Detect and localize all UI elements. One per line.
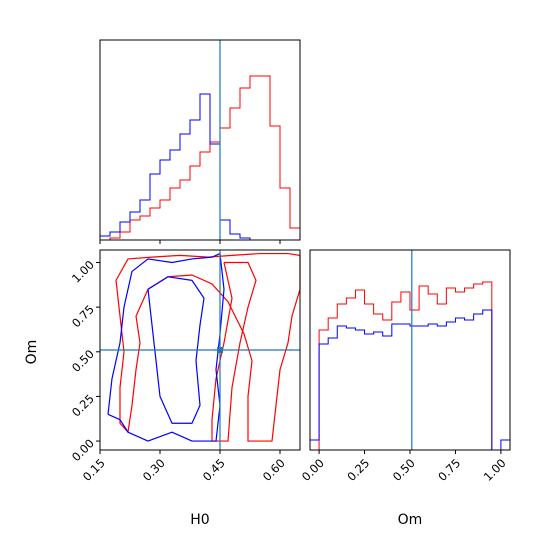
hist-om-xtick-label-1: 0.25 bbox=[344, 456, 372, 484]
x-axis-label-om: Om bbox=[398, 512, 423, 528]
contour-xtick-label-2: 0.45 bbox=[200, 456, 228, 484]
contour-xtick-label-0: 0.15 bbox=[80, 456, 108, 484]
contour-truth-marker bbox=[217, 347, 223, 353]
hist-om-series-1-step bbox=[309, 309, 511, 451]
contour-ytick-label-1: 0.25 bbox=[69, 391, 97, 419]
hist-h0-series-0-step bbox=[100, 75, 301, 241]
contour-xtick-label-1: 0.30 bbox=[140, 456, 168, 484]
y-axis-label-om: Om bbox=[24, 340, 40, 365]
hist-om-panel: 0.00 0.25 0.50 0.75 1.00 bbox=[299, 249, 511, 484]
contour-line-2 bbox=[107, 252, 225, 442]
contour-ytick-label-4: 1.00 bbox=[69, 258, 97, 286]
contour-ytick-label-3: 0.75 bbox=[69, 302, 97, 330]
contour-panel: 0.15 0.30 0.45 0.600.000.250.500.751.00 bbox=[69, 249, 301, 484]
hist-om-series-0-step bbox=[310, 281, 510, 451]
contour-xtick-label-3: 0.60 bbox=[260, 456, 288, 484]
hist-om-frame bbox=[309, 249, 511, 451]
hist-h0-series-1-step bbox=[99, 93, 300, 241]
hist-om-xtick-label-0: 0.00 bbox=[299, 456, 327, 484]
contour-ytick-label-2: 0.50 bbox=[69, 347, 97, 375]
hist-h0-panel bbox=[99, 39, 301, 244]
hist-om-xtick-label-2: 0.50 bbox=[390, 456, 418, 484]
hist-om-xtick-label-3: 0.75 bbox=[435, 456, 463, 484]
contour-line-1 bbox=[211, 261, 257, 442]
contour-frame bbox=[99, 249, 301, 451]
contour-line-3 bbox=[147, 276, 205, 424]
contour-line-0 bbox=[115, 252, 301, 442]
hist-om-xtick-label-4: 1.00 bbox=[481, 456, 509, 484]
hist-h0-frame bbox=[99, 39, 301, 241]
x-axis-label-h0: H0 bbox=[190, 512, 209, 528]
